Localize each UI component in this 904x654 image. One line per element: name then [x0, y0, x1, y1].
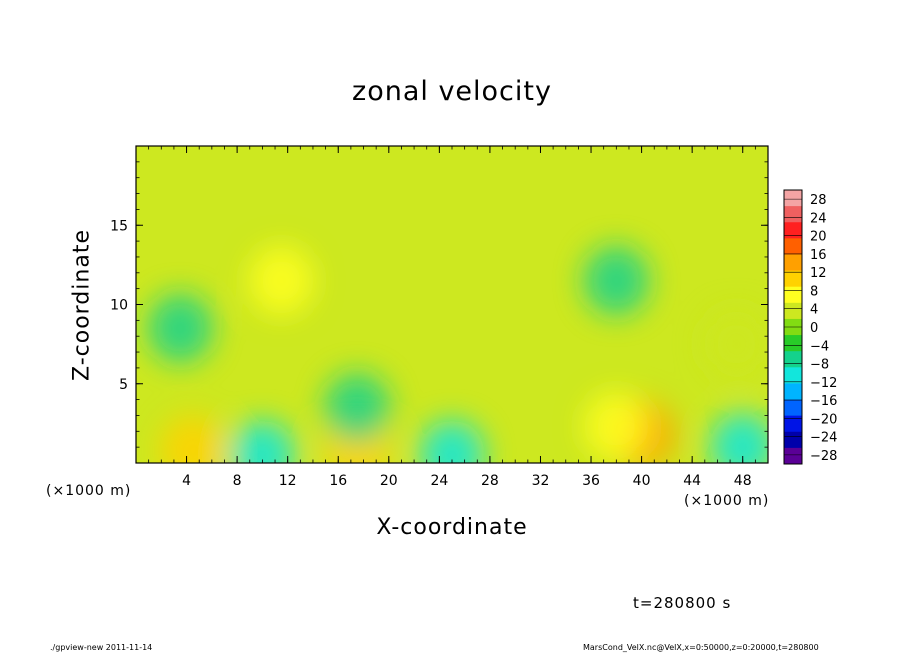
x-tick-label: 4 [182, 473, 191, 489]
x-tick-label: 8 [233, 473, 242, 489]
colorbar-label: 28 [810, 193, 827, 208]
colorbar: 28 24 20 16 12 8 4 0 −4 −8 −12 −16 −20 −24 −28 [783, 189, 837, 465]
colorbar-label: 16 [810, 248, 827, 263]
footer-program: ./gpview-new 2011-11-14 [50, 643, 153, 652]
colorbar-segment [784, 286, 802, 304]
heatmap-feature [419, 420, 485, 463]
colorbar-segment [784, 206, 802, 223]
x-tick-label: 20 [380, 473, 398, 489]
heatmap-feature [583, 245, 650, 316]
heatmap-feature [709, 412, 768, 463]
heatmap-background [136, 146, 768, 463]
colorbar-segment [784, 399, 802, 417]
x-axis: 4 8 12 16 20 24 28 32 36 40 44 48 [148, 146, 756, 489]
heatmap-feature [147, 293, 214, 364]
x-tick-label: 44 [683, 473, 701, 489]
x-tick-label: 12 [279, 473, 297, 489]
colorbar-segment [784, 447, 802, 465]
x-tick-label: 40 [633, 473, 651, 489]
colorbar-segment [784, 222, 802, 239]
heatmap-features [147, 245, 768, 463]
colorbar-label: 24 [810, 211, 827, 226]
y-axis: 5 10 15 [110, 161, 768, 448]
colorbar-segment [784, 302, 802, 320]
y-tick-label: 5 [119, 377, 128, 393]
time-label: t=280800 s [633, 594, 732, 612]
colorbar-segment [784, 431, 802, 449]
colorbar-segment [784, 383, 802, 401]
footer-source: MarsCond_VelX.nc@VelX,x=0:50000,z=0:2000… [583, 643, 819, 652]
colorbar-label: −16 [810, 394, 837, 409]
colorbar-segment [784, 254, 802, 272]
colorbar-segment [784, 335, 802, 352]
colorbar-label: 20 [810, 230, 827, 245]
x-tick-label: 16 [329, 473, 347, 489]
colorbar-segment [784, 415, 802, 433]
colorbar-label: −4 [810, 339, 829, 354]
chart-title: zonal velocity [352, 76, 552, 107]
colorbar-segment [784, 190, 802, 207]
colorbar-label: 0 [810, 321, 818, 336]
heatmap-feature [583, 391, 650, 462]
colorbar-label: −24 [810, 431, 837, 446]
heatmap-feature [324, 372, 391, 443]
heatmap-field [136, 146, 768, 463]
colorbar-segment [784, 270, 802, 288]
x-tick-label: 36 [582, 473, 600, 489]
heatmap-feature [248, 245, 315, 316]
colorbar-label: −8 [810, 358, 829, 373]
colorbar-label: −20 [810, 412, 837, 427]
heatmap-feature [703, 309, 768, 379]
heatmap-feature [229, 420, 296, 463]
y-tick-label: 15 [110, 218, 128, 234]
x-axis-label: X-coordinate [376, 515, 528, 540]
y-tick-label: 10 [110, 298, 128, 314]
colorbar-label: 4 [810, 303, 818, 318]
colorbar-segment [784, 367, 802, 384]
colorbar-segment [784, 351, 802, 368]
x-tick-label: 48 [734, 473, 752, 489]
x-tick-label: 28 [481, 473, 499, 489]
x-unit-label-left: (×1000 m) [46, 483, 132, 499]
x-unit-label-right: (×1000 m) [684, 493, 770, 509]
x-tick-label: 24 [430, 473, 448, 489]
colorbar-label: 8 [810, 284, 818, 299]
colorbar-segment [784, 238, 802, 255]
x-tick-label: 32 [532, 473, 550, 489]
colorbar-label: −12 [810, 376, 837, 391]
colorbar-label: 12 [810, 266, 827, 281]
colorbar-label: −28 [810, 449, 837, 464]
heatmap-feature [160, 415, 226, 463]
